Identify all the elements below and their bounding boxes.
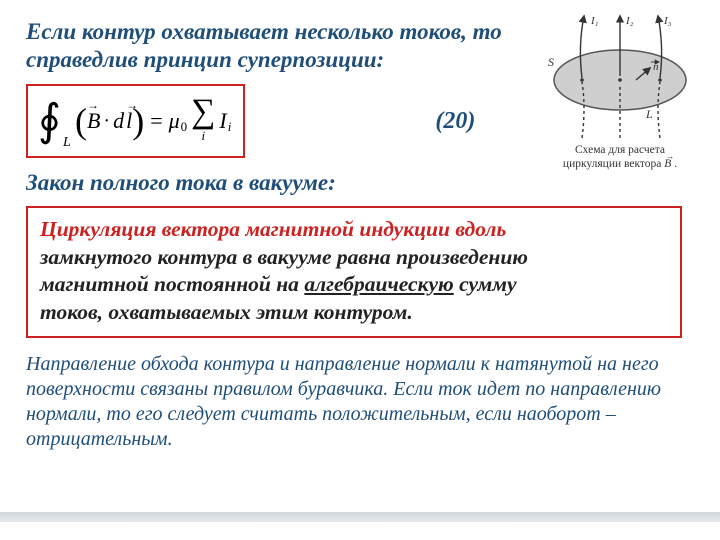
caption-dot: . [674, 158, 677, 170]
law-line3a: магнитной постоянной на [40, 272, 304, 296]
law-line2: замкнутого контура в вакууме равна произ… [40, 245, 528, 269]
caption-vec-B: → B [664, 158, 674, 170]
I-sub-i: i [228, 119, 232, 135]
S-label: S [548, 55, 554, 69]
law-box: Циркуляция вектора магнитной индукции вд… [26, 206, 682, 338]
wire3-pierce [658, 78, 662, 82]
sum-lower-i: i [201, 128, 205, 143]
dot-operator: · [103, 110, 110, 133]
L-label: L [645, 107, 653, 121]
intro-text: Если контур охватывает несколько токов, … [26, 18, 556, 74]
law-subtitle: Закон полного тока в вакууме: [26, 170, 694, 196]
diagram-svg: n I₁ I₂ I₃ S L [536, 10, 704, 142]
vec-B: → B [87, 108, 100, 134]
caption-line1: Схема для расчета [575, 144, 665, 156]
wire1-pierce [580, 78, 584, 82]
formula-box: ∮ L ( → B · d → l ) = μ0 ∑ i Ii [26, 84, 245, 158]
equals-sign: = [150, 108, 162, 134]
law-line3b: сумму [454, 272, 517, 296]
vec-dl: → l [126, 108, 132, 134]
sum-block: ∑ i [191, 98, 215, 145]
I-letter: I [219, 108, 226, 134]
law-line3-underline: алгебраическую [304, 272, 453, 296]
vec-arrow-B: → [87, 98, 99, 113]
direction-note: Направление обхода контура и направление… [26, 352, 686, 452]
integral-path-L: L [63, 135, 71, 151]
law-line4: токов, охватываемых этим контуром. [40, 300, 413, 324]
bottom-rule [0, 512, 720, 522]
sum-symbol: ∑ [191, 93, 215, 130]
circulation-diagram: n I₁ I₂ I₃ S L Схема для расчета циркуля… [534, 10, 706, 172]
equation-number: (20) [435, 108, 475, 135]
wire2-pierce [618, 78, 622, 82]
mu: μ [169, 108, 180, 134]
integral-sign: ∮ [38, 99, 61, 143]
d-glyph: d [113, 108, 124, 134]
I2-label: I₂ [625, 15, 634, 27]
vec-arrow-l: → [126, 98, 138, 113]
I1-label: I₁ [590, 15, 599, 27]
n-label: n [653, 61, 659, 73]
paren-open: ( [75, 100, 87, 142]
I3-label: I₃ [663, 15, 672, 27]
mu-sub-0: 0 [181, 119, 188, 135]
caption-line2a: циркуляции вектора [563, 158, 664, 170]
diagram-caption: Схема для расчета циркуляции вектора → B… [534, 144, 706, 172]
slide-root: n I₁ I₂ I₃ S L Схема для расчета циркуля… [0, 0, 720, 540]
law-line1: Циркуляция вектора магнитной индукции вд… [40, 217, 506, 241]
